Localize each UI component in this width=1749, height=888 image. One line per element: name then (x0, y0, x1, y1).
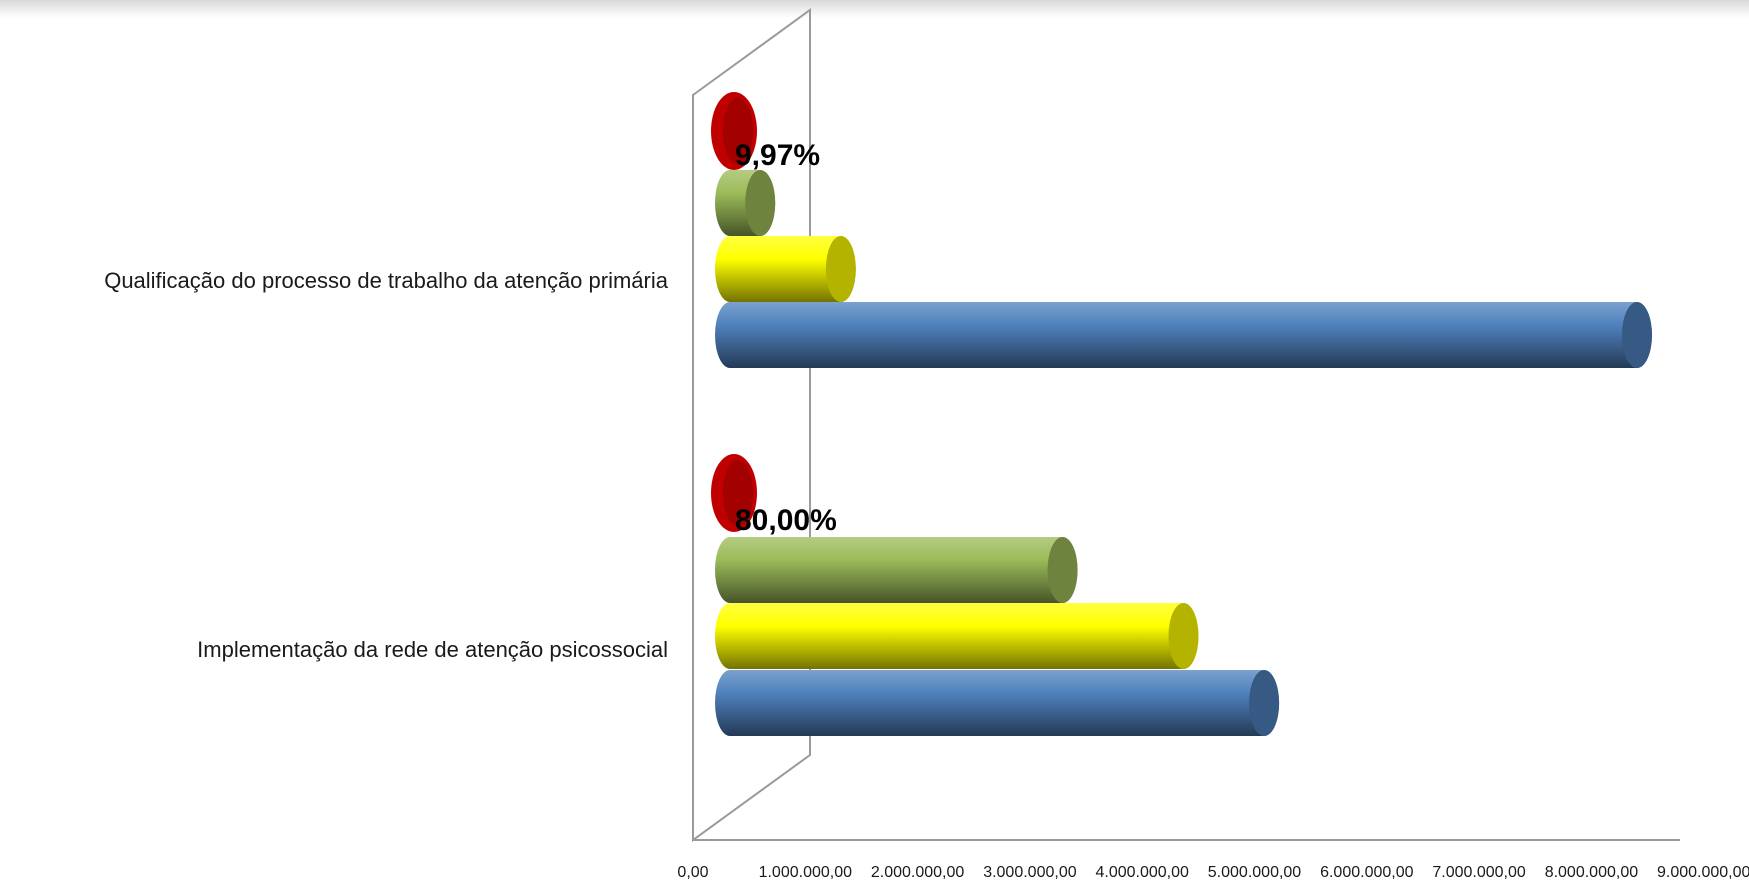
x-tick-label: 0,00 (677, 864, 708, 881)
x-tick-label: 7.000.000,00 (1432, 864, 1526, 881)
data-label-2: 80,00% (735, 504, 837, 537)
bar-series3-cat2 (715, 537, 1078, 603)
x-tick-label: 5.000.000,00 (1208, 864, 1302, 881)
top-shadow (0, 0, 1749, 18)
bar-series4-cat1 (711, 92, 757, 170)
bar-series1-cat1 (715, 302, 1652, 368)
back-wall (692, 8, 811, 842)
bar-series4-cat2 (711, 454, 757, 532)
category-label-2: Implementação da rede de atenção psicoss… (197, 637, 668, 662)
data-labels: 9,97% 80,00% (735, 139, 837, 537)
x-tick-label: 4.000.000,00 (1095, 864, 1189, 881)
category-labels: Qualificação do processo de trabalho da … (104, 268, 669, 662)
bar-series2-cat1 (715, 236, 856, 302)
x-tick-label: 1.000.000,00 (759, 864, 853, 881)
x-tick-label: 3.000.000,00 (983, 864, 1077, 881)
x-tick-label: 6.000.000,00 (1320, 864, 1414, 881)
x-tick-label: 2.000.000,00 (871, 864, 965, 881)
x-tick-labels: 0,00 1.000.000,00 2.000.000,00 3.000.000,00… (677, 864, 1749, 881)
bars-layer (711, 92, 1652, 736)
category-label-1: Qualificação do processo de trabalho da … (104, 268, 669, 293)
x-tick-label: 9.000.000,00 (1657, 864, 1749, 881)
x-tick-label: 8.000.000,00 (1545, 864, 1639, 881)
bar-series2-cat2 (715, 603, 1199, 669)
bar-series1-cat2 (715, 670, 1280, 736)
bar-series3-cat1 (715, 170, 776, 236)
data-label-1: 9,97% (735, 139, 820, 172)
